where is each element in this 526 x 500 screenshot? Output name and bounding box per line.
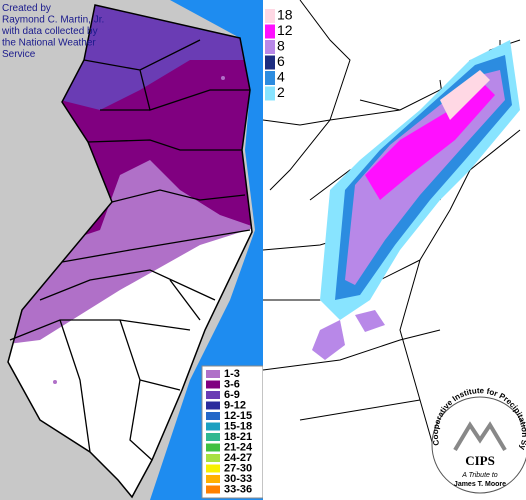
legend-swatch	[206, 443, 220, 452]
logo-tribute: A Tribute to	[461, 472, 498, 479]
legend-label: 9-12	[224, 399, 246, 411]
legend-label: 8	[277, 38, 285, 54]
legend-label: 12	[277, 22, 293, 38]
credit-line: Created by	[2, 3, 51, 14]
legend-swatch	[265, 86, 275, 101]
legend-swatch	[265, 71, 275, 85]
legend-swatch	[206, 412, 220, 420]
legend-swatch	[206, 433, 220, 441]
legend-label: 2	[277, 84, 285, 100]
legend-swatch	[206, 454, 220, 462]
legend-swatch	[206, 475, 220, 483]
legend-label: 12-15	[224, 410, 252, 422]
legend-label: 18	[277, 7, 293, 23]
logo-circle	[431, 396, 526, 494]
legend-swatch	[265, 24, 275, 39]
point-marker	[53, 380, 57, 384]
legend-swatch	[206, 464, 220, 473]
credit-line: the National Weather	[2, 38, 96, 49]
snow-8-b	[312, 320, 345, 360]
legend-label: 21-24	[224, 441, 253, 453]
credit-line: Service	[2, 49, 36, 60]
legend-swatch	[265, 40, 275, 54]
legend-swatch	[265, 9, 275, 23]
nj-legend: 1-33-66-99-1212-1515-1818-2121-2424-2727…	[206, 368, 253, 495]
legend-swatch	[206, 485, 220, 494]
legend-swatch	[206, 422, 220, 431]
legend-label: 27-30	[224, 462, 252, 474]
legend-label: 18-21	[224, 431, 252, 443]
logo-arch	[453, 421, 507, 452]
legend-swatch	[206, 370, 220, 378]
snow-12	[365, 85, 495, 200]
legend-label: 15-18	[224, 420, 252, 432]
legend-label: 3-6	[224, 378, 240, 390]
legend-label: 33-36	[224, 483, 252, 495]
legend-label: 24-27	[224, 452, 252, 464]
legend-swatch	[206, 401, 220, 410]
nj-outline	[7, 4, 253, 499]
legend-label: 6	[277, 53, 285, 69]
legend-swatch	[206, 380, 220, 389]
legend-label: 6-9	[224, 389, 240, 401]
point-marker	[221, 76, 225, 80]
credit-line: Raymond C. Martin, Jr.	[2, 15, 104, 26]
legend-label: 4	[277, 69, 285, 85]
legend-label: 30-33	[224, 473, 252, 485]
snowfall-areas	[312, 40, 520, 360]
snow-8-c	[355, 310, 385, 332]
legend-swatch	[206, 391, 220, 399]
county-lines	[9, 39, 251, 461]
logo-name: CIPS	[465, 453, 495, 468]
snow-18	[440, 70, 490, 120]
legend-label: 1-3	[224, 368, 240, 380]
legend-swatch	[265, 55, 275, 70]
credit-line: with data collected by	[1, 26, 98, 37]
logo-tribute: James T. Moore	[454, 481, 506, 488]
